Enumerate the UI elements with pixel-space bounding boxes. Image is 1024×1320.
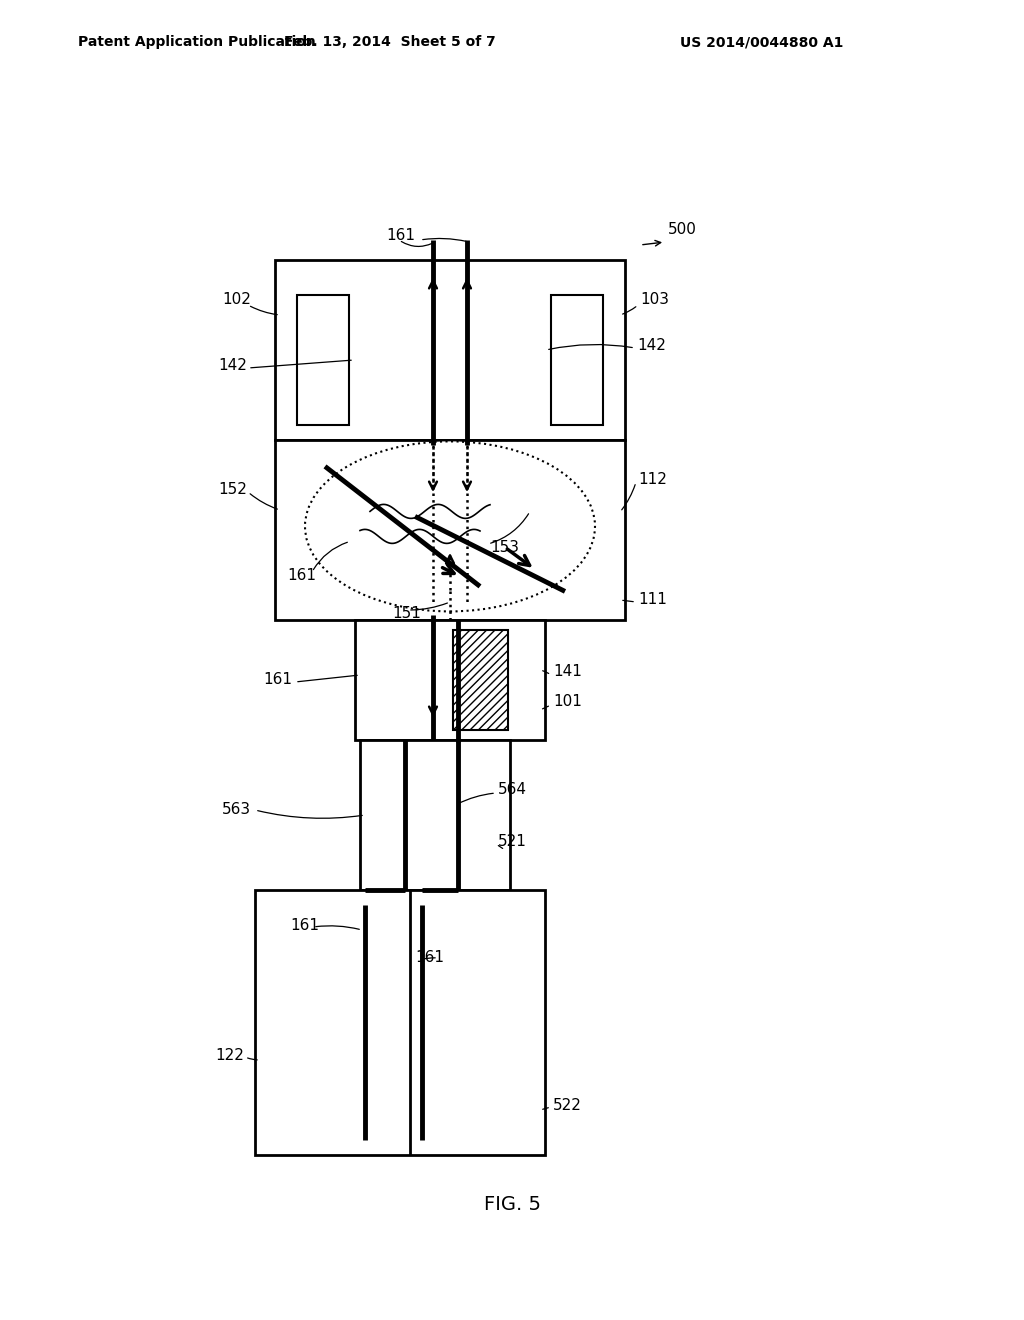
Text: 500: 500	[668, 223, 697, 238]
Bar	[275, 260, 625, 440]
Bar	[551, 294, 603, 425]
Ellipse shape	[305, 441, 595, 611]
Text: 142: 142	[218, 358, 247, 372]
Text: 112: 112	[638, 473, 667, 487]
Text: 521: 521	[498, 834, 527, 850]
Text: Feb. 13, 2014  Sheet 5 of 7: Feb. 13, 2014 Sheet 5 of 7	[284, 36, 496, 49]
Text: 522: 522	[553, 1097, 582, 1113]
Bar	[453, 630, 508, 730]
Text: Patent Application Publication: Patent Application Publication	[78, 36, 315, 49]
Text: 161: 161	[415, 949, 444, 965]
Text: US 2014/0044880 A1: US 2014/0044880 A1	[680, 36, 844, 49]
Text: 151: 151	[392, 606, 421, 622]
Text: FIG. 5: FIG. 5	[483, 1196, 541, 1214]
Text: 152: 152	[218, 483, 247, 498]
Text: 103: 103	[640, 293, 669, 308]
Bar	[297, 294, 349, 425]
Text: 161: 161	[263, 672, 292, 688]
Text: 161: 161	[290, 917, 319, 932]
Bar	[255, 890, 545, 1155]
Text: 122: 122	[215, 1048, 244, 1063]
Bar	[355, 620, 545, 741]
Text: 142: 142	[637, 338, 666, 352]
Text: 111: 111	[638, 593, 667, 607]
Text: 101: 101	[553, 694, 582, 710]
Bar	[360, 741, 510, 890]
Bar	[275, 440, 625, 620]
Text: 102: 102	[222, 293, 251, 308]
Text: 141: 141	[553, 664, 582, 680]
Text: 161: 161	[386, 227, 415, 243]
Text: 564: 564	[498, 783, 527, 797]
Text: 161: 161	[287, 568, 316, 582]
Text: 563: 563	[222, 803, 251, 817]
Text: 153: 153	[490, 540, 519, 554]
